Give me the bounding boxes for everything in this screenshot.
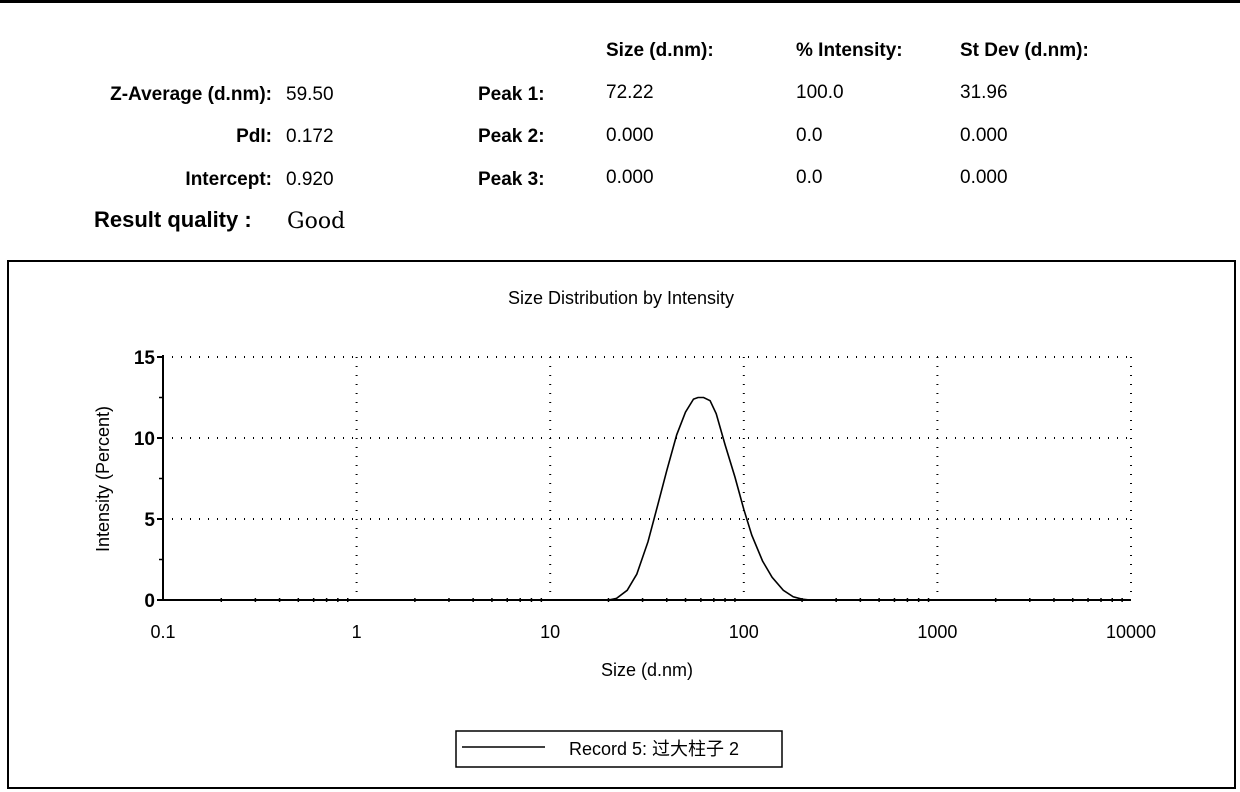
x-tick-label: 10 bbox=[540, 622, 560, 642]
x-tick-label: 10000 bbox=[1106, 622, 1156, 642]
x-tick-label: 1000 bbox=[917, 622, 957, 642]
axes: 0.1 1 10 100 1000 10000 0 5 10 15 bbox=[134, 348, 1156, 642]
x-tick-label: 0.1 bbox=[150, 622, 175, 642]
y-tick-label: 0 bbox=[144, 591, 155, 612]
series-line bbox=[609, 398, 818, 601]
x-tick-label: 1 bbox=[352, 622, 362, 642]
legend: Record 5: 过大柱子 2 bbox=[456, 731, 782, 767]
x-tick-label: 100 bbox=[729, 622, 759, 642]
series-layer bbox=[609, 398, 818, 601]
x-axis-label: Size (d.nm) bbox=[601, 660, 693, 680]
grid bbox=[163, 357, 1131, 600]
chart-frame bbox=[8, 261, 1235, 788]
y-tick-label: 10 bbox=[134, 429, 155, 450]
y-tick-label: 5 bbox=[144, 510, 155, 531]
legend-entry: Record 5: 过大柱子 2 bbox=[569, 739, 739, 759]
y-axis-label: Intensity (Percent) bbox=[93, 406, 113, 552]
chart-title: Size Distribution by Intensity bbox=[508, 288, 734, 308]
y-tick-label: 15 bbox=[134, 348, 156, 369]
